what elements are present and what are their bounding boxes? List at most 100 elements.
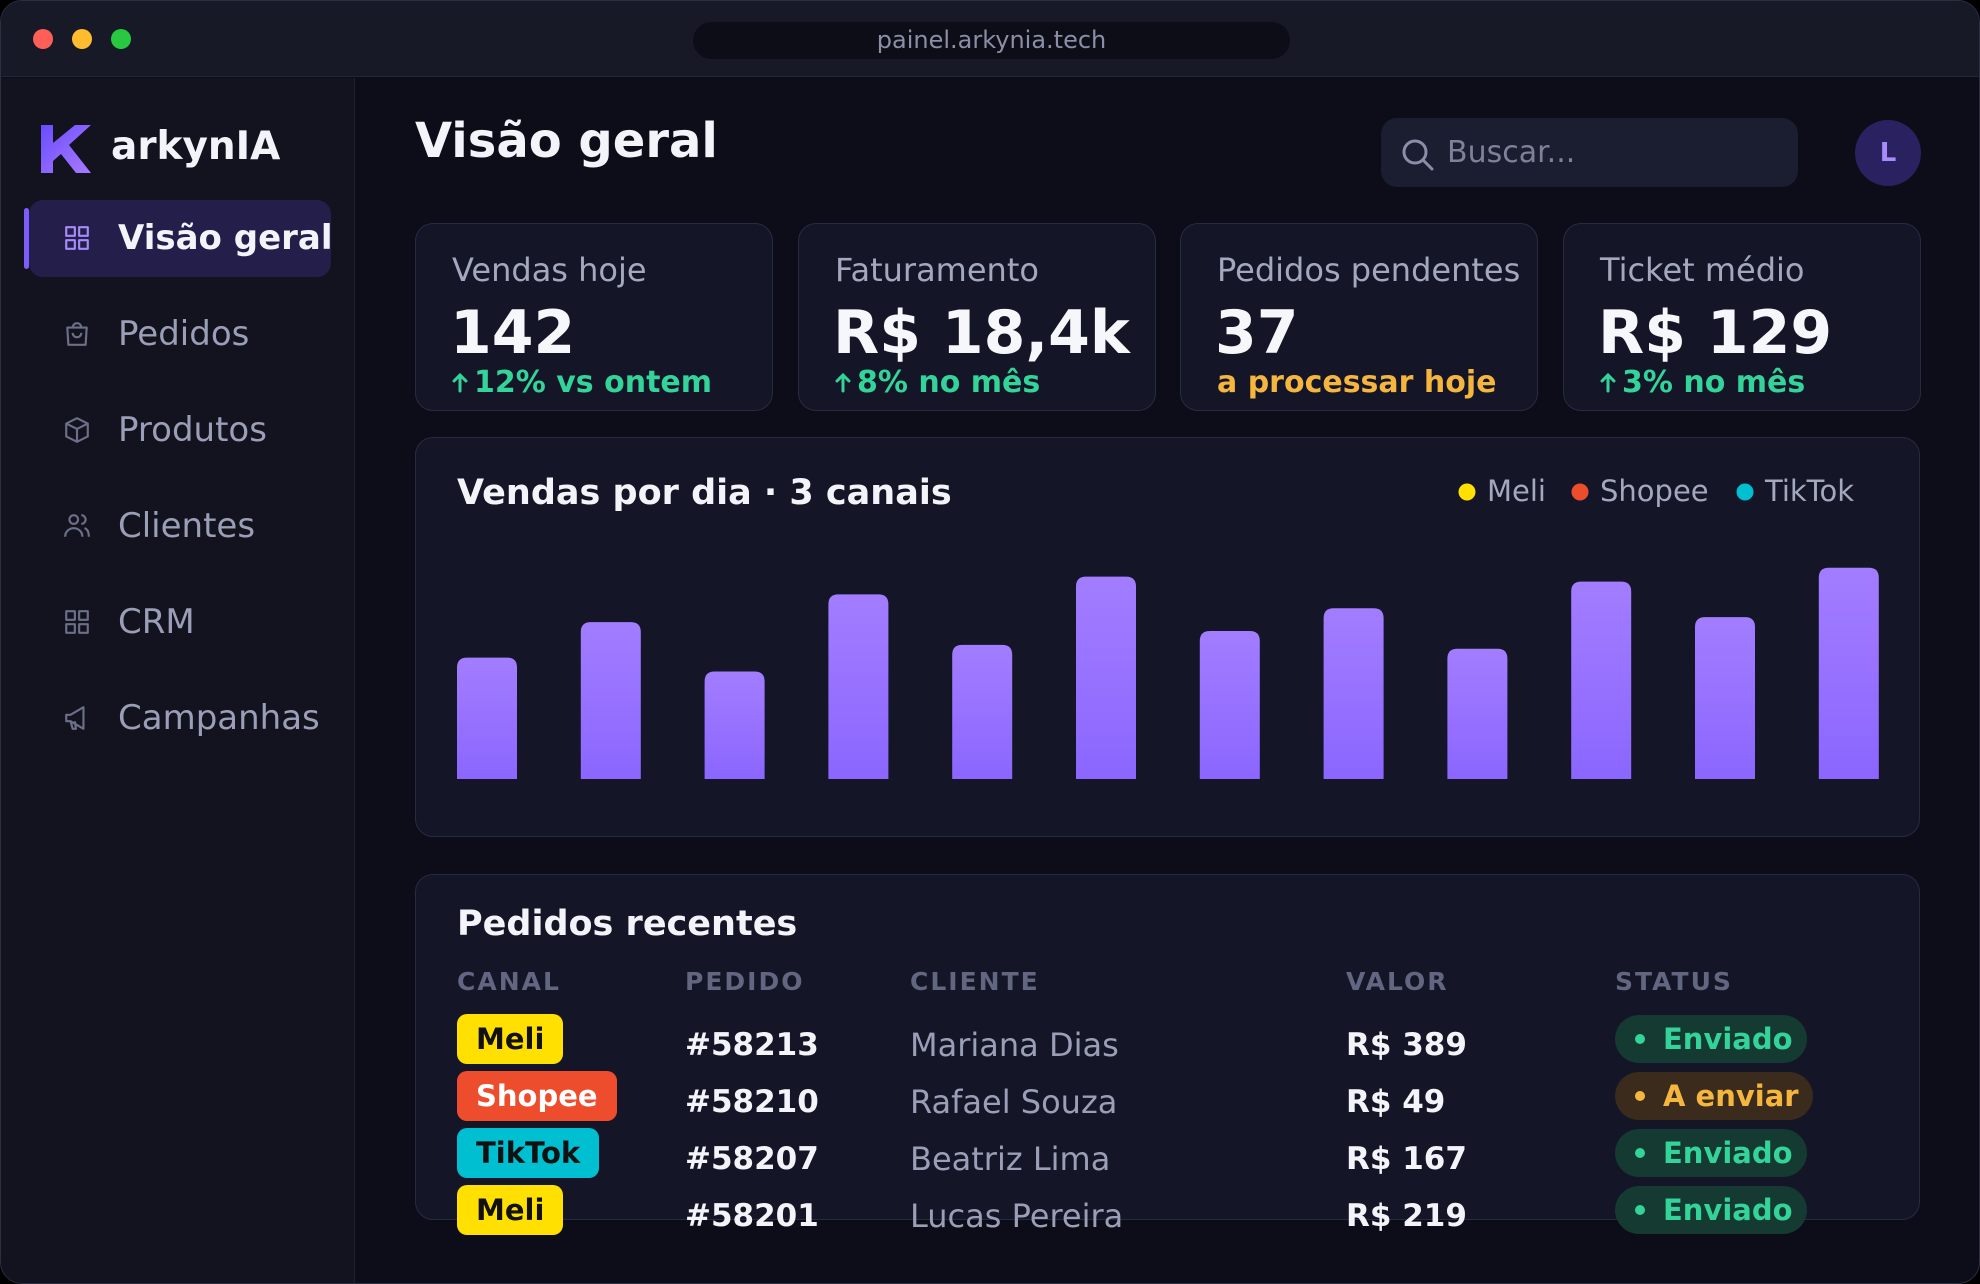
status-pill: Enviado bbox=[1615, 1015, 1807, 1063]
nav-icon-shape bbox=[65, 706, 85, 730]
status-dot bbox=[1635, 1034, 1645, 1044]
url-bar[interactable]: painel.arkynia.tech bbox=[693, 22, 1290, 59]
kpi-card: Faturamento R$ 18,4k 8% no mês bbox=[798, 223, 1156, 411]
status-dot bbox=[1635, 1091, 1645, 1101]
trend-arrow bbox=[1600, 373, 1616, 393]
order-amount: R$ 389 bbox=[1346, 1027, 1467, 1063]
order-id: #58213 bbox=[685, 1027, 819, 1063]
kpi-label: Pedidos pendentes bbox=[1217, 251, 1521, 289]
nav-icon bbox=[65, 610, 89, 634]
nav-icon-shape bbox=[66, 322, 88, 346]
order-id: #58210 bbox=[685, 1084, 819, 1120]
nav-icon bbox=[65, 706, 85, 730]
channel-badge: Shopee bbox=[457, 1071, 617, 1121]
nav-icon-shape bbox=[65, 610, 89, 634]
kpi-note: 12% vs ontem bbox=[474, 365, 713, 400]
nav-icon-shape bbox=[64, 514, 90, 537]
nav-icon-shape bbox=[65, 226, 89, 250]
status-dot bbox=[1635, 1148, 1645, 1158]
search-box[interactable]: Buscar... bbox=[1381, 118, 1798, 187]
status-pill: Enviado bbox=[1615, 1186, 1807, 1234]
legend-label: Shopee bbox=[1600, 474, 1709, 508]
brand-logo bbox=[41, 125, 91, 173]
status-text: Enviado bbox=[1663, 1022, 1793, 1056]
nav-item[interactable]: CRM bbox=[118, 602, 195, 642]
trend-arrow-shape bbox=[1600, 373, 1616, 393]
column-header: STATUS bbox=[1615, 967, 1733, 996]
nav-item[interactable]: Clientes bbox=[118, 506, 256, 546]
brand-name: arkynIA bbox=[111, 124, 281, 169]
trend-arrow-shape bbox=[452, 373, 468, 393]
bar bbox=[828, 594, 889, 779]
chart-card: Vendas por dia · 3 canais Meli Shopee TikT… bbox=[415, 437, 1920, 837]
nav-item[interactable]: Visão geral bbox=[118, 218, 333, 258]
order-amount: R$ 167 bbox=[1346, 1141, 1467, 1177]
kpi-value: 37 bbox=[1215, 298, 1299, 368]
bar bbox=[1076, 576, 1136, 779]
kpi-value: R$ 129 bbox=[1598, 298, 1833, 368]
maximize-button[interactable] bbox=[111, 29, 131, 49]
status-text: Enviado bbox=[1663, 1193, 1793, 1227]
search-icon bbox=[1402, 139, 1434, 171]
title-bar: painel.arkynia.tech bbox=[1, 1, 1979, 77]
window-controls bbox=[33, 29, 131, 49]
bar bbox=[580, 622, 641, 779]
nav-active-bg bbox=[29, 200, 331, 277]
nav-item[interactable]: Pedidos bbox=[118, 314, 250, 354]
sidebar bbox=[1, 78, 355, 1283]
status-text: A enviar bbox=[1663, 1079, 1799, 1113]
nav-icon bbox=[65, 226, 89, 250]
column-header: CANAL bbox=[457, 967, 561, 996]
kpi-label: Vendas hoje bbox=[452, 251, 647, 289]
close-button[interactable] bbox=[33, 29, 53, 49]
legend-label: Meli bbox=[1487, 474, 1546, 508]
nav-item[interactable]: Produtos bbox=[118, 410, 267, 450]
channel-badge: Meli bbox=[457, 1014, 564, 1064]
column-header: VALOR bbox=[1346, 967, 1449, 996]
client-name: Mariana Dias bbox=[910, 1026, 1119, 1064]
status-pill: A enviar bbox=[1615, 1072, 1813, 1120]
channel-badge: TikTok bbox=[457, 1128, 600, 1178]
nav-icon bbox=[66, 322, 88, 346]
column-header: PEDIDO bbox=[685, 967, 805, 996]
client-name: Rafael Souza bbox=[910, 1083, 1118, 1121]
trend-arrow bbox=[452, 373, 468, 393]
kpi-card: Ticket médio R$ 129 3% no mês bbox=[1563, 223, 1921, 411]
nav-icon bbox=[64, 514, 90, 537]
bar bbox=[1818, 567, 1879, 779]
minimize-button[interactable] bbox=[72, 29, 92, 49]
order-id: #58201 bbox=[685, 1198, 819, 1234]
kpi-card: Vendas hoje 142 12% vs ontem bbox=[415, 223, 773, 411]
status-dot bbox=[1635, 1205, 1645, 1215]
bar bbox=[952, 644, 1013, 779]
nav-item[interactable]: Campanhas bbox=[118, 698, 320, 738]
page-title: Visão geral bbox=[415, 113, 718, 169]
client-name: Beatriz Lima bbox=[910, 1140, 1111, 1178]
kpi-card: Pedidos pendentes 37 a processar hoje bbox=[1180, 223, 1538, 411]
order-amount: R$ 49 bbox=[1346, 1084, 1446, 1120]
status-text: Enviado bbox=[1663, 1136, 1793, 1170]
kpi-note: 3% no mês bbox=[1622, 365, 1806, 400]
client-name: Lucas Pereira bbox=[910, 1197, 1124, 1235]
legend-dot bbox=[1458, 483, 1476, 501]
kpi-label: Ticket médio bbox=[1600, 251, 1805, 289]
kpi-value: R$ 18,4k bbox=[833, 298, 1130, 368]
legend-dot bbox=[1571, 483, 1589, 501]
user-avatar[interactable]: L bbox=[1855, 120, 1921, 186]
bar bbox=[457, 657, 517, 779]
kpi-note: a processar hoje bbox=[1217, 365, 1497, 400]
legend-dot bbox=[1736, 483, 1754, 501]
nav-icon bbox=[65, 417, 89, 443]
legend-label: TikTok bbox=[1764, 474, 1854, 508]
channel-badge: Meli bbox=[457, 1185, 564, 1235]
bar bbox=[1447, 648, 1508, 779]
nav-active-indicator bbox=[24, 208, 29, 269]
status-pill: Enviado bbox=[1615, 1129, 1807, 1177]
bar bbox=[1571, 581, 1632, 779]
kpi-note: 8% no mês bbox=[857, 365, 1041, 400]
trend-arrow-shape bbox=[835, 373, 851, 393]
chart-title: Vendas por dia · 3 canais bbox=[457, 473, 952, 513]
bar bbox=[704, 671, 765, 779]
chart: Meli Shopee TikTok bbox=[457, 474, 1879, 779]
